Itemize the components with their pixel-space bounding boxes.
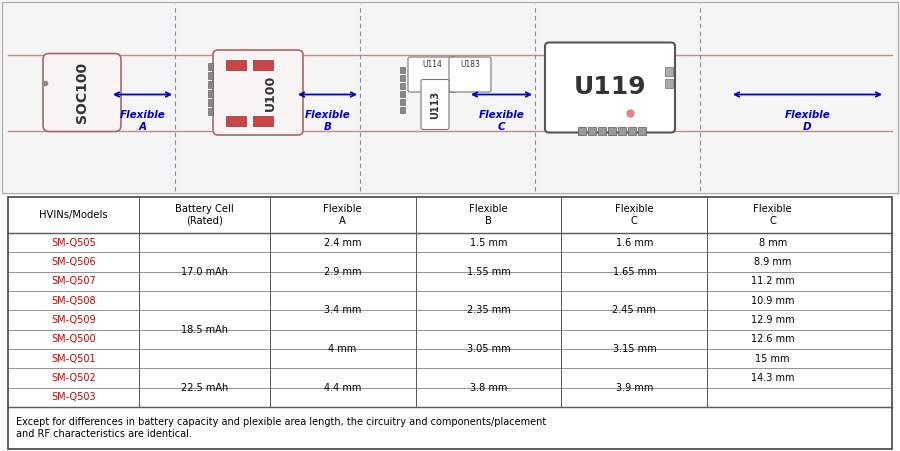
- Text: Except for differences in battery capacity and plexible area length, the circuit: Except for differences in battery capaci…: [16, 417, 546, 439]
- Bar: [208, 72, 213, 78]
- Text: 2.4 mm: 2.4 mm: [324, 238, 361, 248]
- Text: Flexible
C: Flexible C: [479, 110, 525, 132]
- Text: SM-Q501: SM-Q501: [51, 354, 95, 364]
- Text: 10.9 mm: 10.9 mm: [751, 296, 795, 306]
- Bar: [208, 107, 213, 115]
- Text: SM-Q506: SM-Q506: [51, 257, 95, 267]
- Bar: [400, 83, 405, 88]
- Text: 3.15 mm: 3.15 mm: [613, 344, 656, 354]
- FancyBboxPatch shape: [213, 50, 303, 135]
- Text: 18.5 mAh: 18.5 mAh: [181, 325, 228, 335]
- Text: 4.4 mm: 4.4 mm: [324, 382, 361, 393]
- Text: U183: U183: [460, 60, 480, 69]
- FancyBboxPatch shape: [421, 79, 449, 129]
- Text: HVINs/Models: HVINs/Models: [39, 210, 108, 220]
- Text: Flexible
B: Flexible B: [304, 110, 350, 132]
- Text: 8 mm: 8 mm: [759, 238, 787, 248]
- Text: 11.2 mm: 11.2 mm: [751, 276, 795, 286]
- Text: 3.4 mm: 3.4 mm: [324, 305, 361, 315]
- Text: SM-Q505: SM-Q505: [51, 238, 95, 248]
- Bar: [400, 98, 405, 105]
- Bar: [0, 0, 900, 195]
- Bar: [208, 89, 213, 97]
- Bar: [578, 126, 586, 134]
- Text: 1.55 mm: 1.55 mm: [466, 267, 510, 276]
- Text: SOC100: SOC100: [75, 62, 89, 123]
- Bar: [400, 66, 405, 73]
- Text: U114: U114: [422, 60, 442, 69]
- Text: 3.9 mm: 3.9 mm: [616, 382, 653, 393]
- Bar: [400, 106, 405, 112]
- Text: Flexible
D: Flexible D: [785, 110, 831, 132]
- Text: SM-Q503: SM-Q503: [51, 392, 95, 402]
- Text: U113: U113: [430, 91, 440, 119]
- Text: 2.9 mm: 2.9 mm: [324, 267, 361, 276]
- Bar: [400, 91, 405, 97]
- Text: SM-Q500: SM-Q500: [51, 334, 95, 344]
- Text: 4 mm: 4 mm: [328, 344, 356, 354]
- FancyBboxPatch shape: [545, 42, 675, 133]
- Text: SM-Q502: SM-Q502: [51, 373, 95, 383]
- Text: SM-Q509: SM-Q509: [51, 315, 95, 325]
- Text: 3.05 mm: 3.05 mm: [466, 344, 510, 354]
- Text: Flexible
B: Flexible B: [469, 204, 508, 226]
- Bar: [8, 197, 892, 449]
- Bar: [400, 74, 405, 80]
- Bar: [208, 98, 213, 106]
- Text: Flexible
A: Flexible A: [323, 204, 362, 226]
- Text: 1.6 mm: 1.6 mm: [616, 238, 653, 248]
- Text: U119: U119: [573, 75, 646, 100]
- Text: SM-Q507: SM-Q507: [51, 276, 95, 286]
- Text: 22.5 mAh: 22.5 mAh: [181, 382, 228, 393]
- Bar: [608, 126, 616, 134]
- Bar: [253, 115, 273, 125]
- Bar: [2, 197, 898, 449]
- Text: 2.35 mm: 2.35 mm: [466, 305, 510, 315]
- Bar: [618, 126, 626, 134]
- Text: 8.9 mm: 8.9 mm: [754, 257, 791, 267]
- Text: Flexible
A: Flexible A: [120, 110, 166, 132]
- Text: 3.8 mm: 3.8 mm: [470, 382, 507, 393]
- Text: 15 mm: 15 mm: [755, 354, 790, 364]
- FancyBboxPatch shape: [449, 57, 491, 92]
- Text: Flexible
C: Flexible C: [753, 204, 792, 226]
- Bar: [638, 126, 646, 134]
- Bar: [665, 66, 673, 75]
- Text: 2.45 mm: 2.45 mm: [612, 305, 656, 315]
- Text: 14.3 mm: 14.3 mm: [751, 373, 795, 383]
- Bar: [665, 78, 673, 87]
- Text: Battery Cell
(Rated): Battery Cell (Rated): [175, 204, 234, 226]
- Text: 1.65 mm: 1.65 mm: [613, 267, 656, 276]
- Bar: [628, 126, 636, 134]
- Bar: [226, 115, 246, 125]
- Bar: [253, 60, 273, 69]
- Bar: [2, 2, 898, 193]
- Bar: [598, 126, 606, 134]
- FancyBboxPatch shape: [43, 54, 121, 132]
- Text: SM-Q508: SM-Q508: [51, 296, 95, 306]
- Text: 12.9 mm: 12.9 mm: [751, 315, 795, 325]
- Bar: [226, 60, 246, 69]
- Text: 1.5 mm: 1.5 mm: [470, 238, 508, 248]
- Bar: [208, 63, 213, 69]
- Text: Flexible
C: Flexible C: [615, 204, 653, 226]
- Bar: [588, 126, 596, 134]
- Text: 12.6 mm: 12.6 mm: [751, 334, 795, 344]
- Text: U100: U100: [264, 74, 276, 110]
- Text: 17.0 mAh: 17.0 mAh: [181, 267, 228, 276]
- Bar: [208, 80, 213, 87]
- FancyBboxPatch shape: [408, 57, 456, 92]
